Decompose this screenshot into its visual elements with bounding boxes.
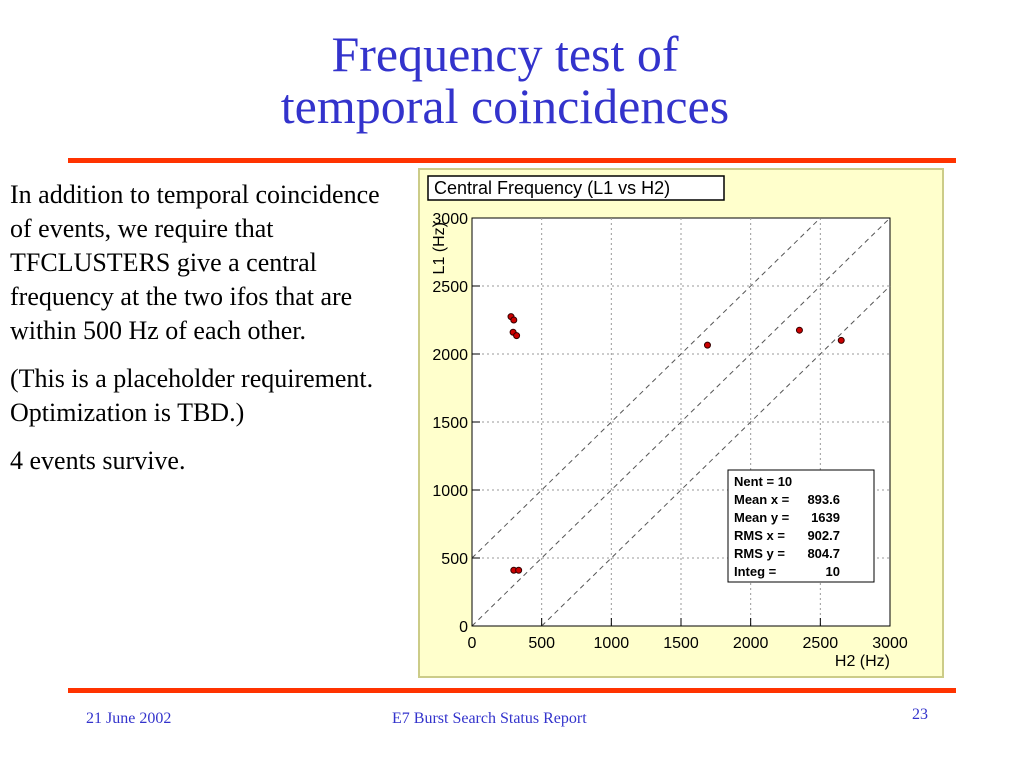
stats-value: 902.7	[807, 528, 840, 543]
page-number: 23	[912, 706, 928, 723]
title-line-1: Frequency test of	[331, 26, 679, 82]
stats-label: Integ =	[734, 564, 777, 579]
data-points	[507, 313, 845, 574]
stats-label: RMS x =	[734, 528, 785, 543]
y-tick-label: 2000	[432, 347, 468, 364]
x-tick-label: 1500	[663, 635, 699, 652]
y-tick-label: 1000	[432, 483, 468, 500]
diagonal-line	[471, 217, 821, 559]
stats-value: 893.6	[807, 492, 840, 507]
slide-title: Frequency test of temporal coincidences	[0, 28, 1010, 132]
stats-value: 804.7	[807, 546, 840, 561]
paragraph-requirement: In addition to temporal coincidence of e…	[10, 180, 380, 345]
y-tick-label: 500	[441, 551, 468, 568]
stats-label: Mean x =	[734, 492, 790, 507]
diagonal-line	[541, 285, 891, 627]
data-point	[510, 316, 518, 324]
x-axis-ticks: 0 500 1000 1500 2000 2500 3000	[468, 618, 908, 652]
chart-title: Central Frequency (L1 vs H2)	[434, 178, 670, 198]
bottom-divider	[68, 688, 956, 693]
footer-date: 21 June 2002	[86, 710, 172, 727]
scatter-plot: Central Frequency (L1 vs H2) 0 500 1000 150…	[427, 175, 908, 670]
stats-lines: Nent = 10 Mean x = 893.6 Mean y = 1639 RMS …	[734, 474, 840, 579]
x-tick-label: 1000	[594, 635, 630, 652]
x-tick-label: 3000	[872, 635, 908, 652]
data-point	[515, 566, 523, 574]
stats-box	[727, 469, 875, 583]
top-divider	[68, 158, 956, 163]
x-axis-label: H2 (Hz)	[835, 653, 890, 670]
x-tick-label: 2000	[733, 635, 769, 652]
body-text: In addition to temporal coincidence of e…	[10, 178, 390, 492]
y-tick-label: 2500	[432, 279, 468, 296]
x-tick-label: 500	[528, 635, 555, 652]
title-line-2: temporal coincidences	[280, 78, 730, 134]
stats-label: Mean y =	[734, 510, 790, 525]
y-axis-label: L1 (Hz)	[431, 222, 448, 274]
data-point	[513, 332, 521, 340]
y-axis-ticks: 0 500 1000 1500 2000 2500 3000	[432, 211, 480, 636]
chart-title-box	[427, 175, 725, 201]
stats-value: 10	[826, 564, 840, 579]
scatter-plot-panel: Central Frequency (L1 vs H2) 0 500 1000 150…	[418, 168, 944, 678]
x-tick-label: 2500	[803, 635, 839, 652]
diagonal-reference-lines	[471, 217, 891, 627]
data-point	[795, 326, 803, 334]
data-point	[837, 336, 845, 344]
stats-value: 1639	[811, 510, 840, 525]
stats-label: RMS y =	[734, 546, 785, 561]
paragraph-survivors: 4 events survive.	[10, 446, 186, 475]
y-tick-label: 1500	[432, 415, 468, 432]
y-tick-label: 0	[459, 619, 468, 636]
data-point	[703, 341, 711, 349]
stats-label: Nent = 10	[734, 474, 792, 489]
x-tick-label: 0	[468, 635, 477, 652]
diagonal-line	[471, 217, 891, 627]
y-tick-label: 3000	[432, 211, 468, 228]
paragraph-placeholder: (This is a placeholder requirement. Opti…	[10, 364, 374, 427]
footer-report-title: E7 Burst Search Status Report	[392, 710, 587, 727]
